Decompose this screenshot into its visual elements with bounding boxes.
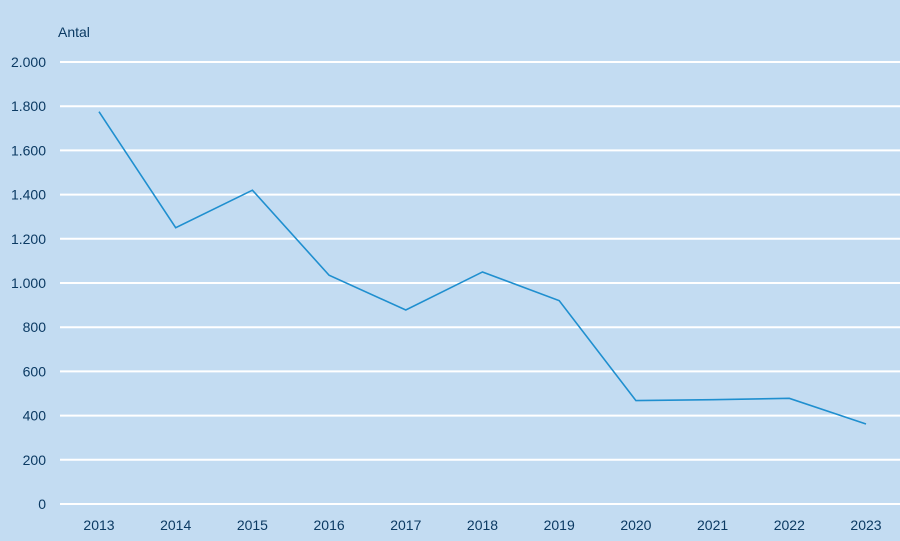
y-tick-label: 1.200 (11, 231, 46, 247)
y-tick-label: 2.000 (11, 54, 46, 70)
series-line (98, 111, 867, 425)
y-tick-label: 200 (23, 452, 47, 468)
x-tick-label: 2013 (83, 517, 114, 533)
y-tick-label: 1.800 (11, 98, 46, 114)
x-tick-label: 2021 (697, 517, 728, 533)
x-tick-label: 2016 (314, 517, 345, 533)
gridlines (60, 61, 900, 505)
x-tick-label: 2020 (620, 517, 651, 533)
x-tick-label: 2017 (390, 517, 421, 533)
x-tick-label: 2019 (544, 517, 575, 533)
y-axis-ticks: 0 200 400 600 800 1.000 1.200 1.400 1.600 1.800 2.… (11, 54, 46, 512)
x-axis-ticks: 2013 2014 2015 2016 2017 2018 2019 2020 2021 2022… (83, 517, 881, 533)
y-tick-label: 1.400 (11, 187, 46, 203)
y-tick-label: 0 (38, 496, 46, 512)
y-tick-label: 1.000 (11, 275, 46, 291)
x-tick-label: 2018 (467, 517, 498, 533)
x-tick-label: 2014 (160, 517, 191, 533)
y-tick-label: 400 (23, 408, 47, 424)
y-tick-label: 800 (23, 319, 47, 335)
series-group (98, 111, 867, 425)
x-tick-label: 2015 (237, 517, 268, 533)
y-axis-label: Antal (58, 24, 90, 40)
y-tick-label: 1.600 (11, 142, 46, 158)
x-tick-label: 2022 (774, 517, 805, 533)
y-tick-label: 600 (23, 363, 47, 379)
x-tick-label: 2023 (850, 517, 881, 533)
